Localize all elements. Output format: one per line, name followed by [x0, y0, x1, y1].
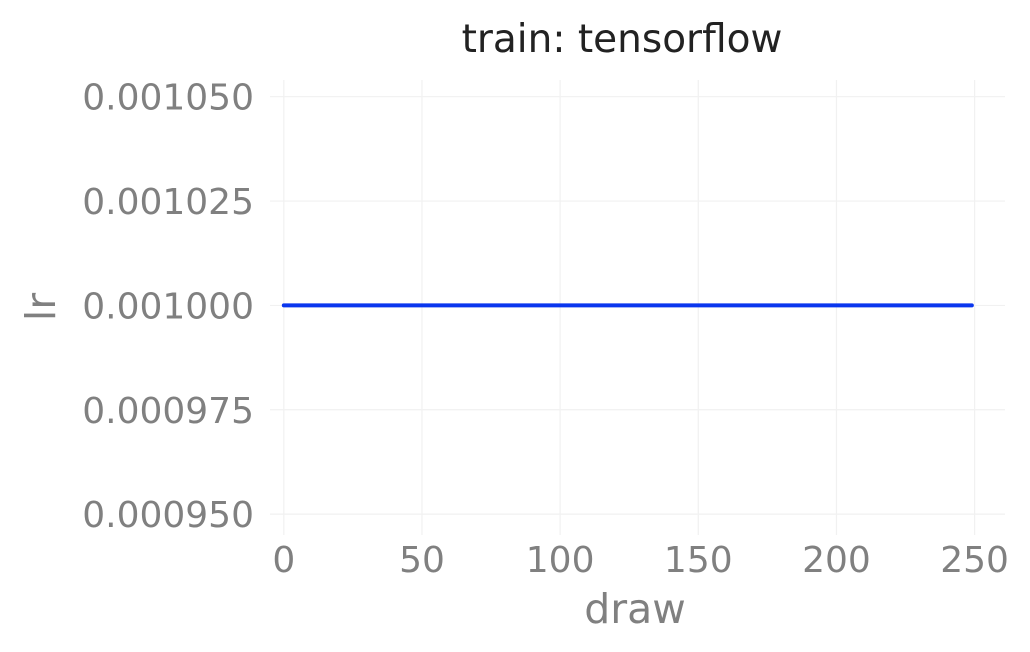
y-tick-label: 0.001050 [82, 78, 254, 119]
chart-title: train: tensorflow [462, 17, 783, 62]
y-tick-label: 0.001025 [82, 182, 254, 223]
x-tick-label: 150 [664, 540, 733, 581]
x-tick-label: 50 [399, 540, 445, 581]
y-tick-label: 0.000950 [82, 495, 254, 536]
x-axis-ticks: 0 50 100 150 200 250 [272, 540, 1009, 581]
x-tick-label: 0 [272, 540, 295, 581]
y-axis-label: lr [17, 293, 65, 321]
x-tick-label: 100 [526, 540, 595, 581]
y-tick-label: 0.000975 [82, 391, 254, 432]
x-tick-label: 200 [802, 540, 871, 581]
grid [270, 80, 1005, 535]
x-tick-label: 250 [940, 540, 1009, 581]
x-axis-label: draw [584, 585, 686, 633]
y-tick-label: 0.001000 [82, 286, 254, 327]
y-axis-ticks: 0.000950 0.000975 0.001000 0.001025 0.001050 [82, 78, 254, 536]
